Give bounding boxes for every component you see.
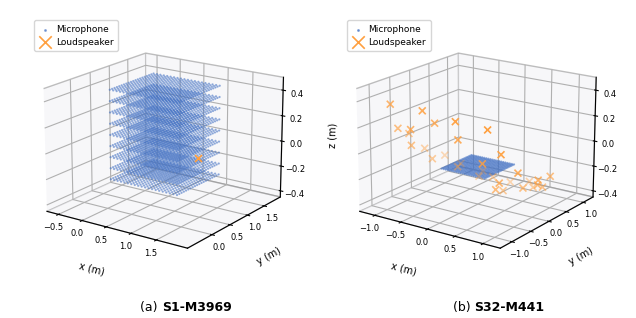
X-axis label: x (m): x (m) <box>391 260 418 277</box>
Legend: Microphone, Loudspeaker: Microphone, Loudspeaker <box>34 20 118 51</box>
Text: S1-M3969: S1-M3969 <box>162 301 232 314</box>
Text: (a): (a) <box>140 301 162 314</box>
Text: S32-M441: S32-M441 <box>474 301 544 314</box>
Legend: Microphone, Loudspeaker: Microphone, Loudspeaker <box>347 20 431 51</box>
X-axis label: x (m): x (m) <box>78 260 105 277</box>
Text: (b): (b) <box>453 301 474 314</box>
Y-axis label: y (m): y (m) <box>567 246 595 267</box>
Y-axis label: y (m): y (m) <box>254 246 282 267</box>
